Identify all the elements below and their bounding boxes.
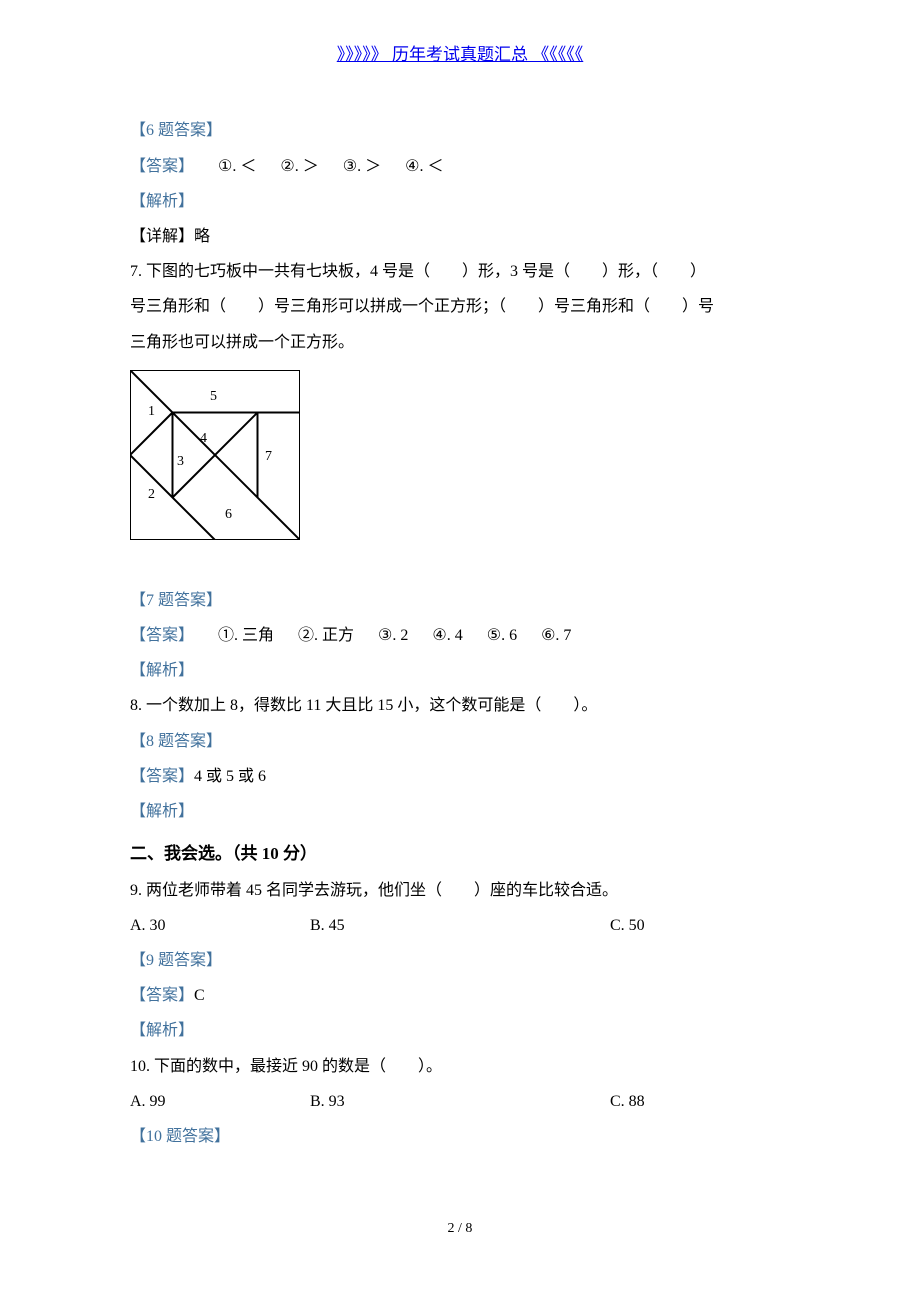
- q7-line3: 三角形也可以拼成一个正方形。: [130, 325, 790, 360]
- svg-text:7: 7: [265, 449, 272, 464]
- q7-answer-line: 【答案】 ①. 三角 ②. 正方 ③. 2 ④. 4 ⑤. 6 ⑥. 7: [130, 618, 790, 653]
- q7-ans-4: ④. 4: [432, 627, 462, 644]
- q9-option-a: A. 30: [130, 908, 310, 943]
- q9-answer-label: 【答案】: [130, 987, 194, 1004]
- q8-text: 8. 一个数加上 8，得数比 11 大且比 15 小，这个数可能是（ ）。: [130, 688, 790, 723]
- q7-ans-1: ①. 三角: [218, 627, 274, 644]
- q9-options: A. 30 B. 45 C. 50: [130, 908, 790, 943]
- q6-answer-header: 【6 题答案】: [130, 113, 790, 148]
- q6-analysis: 【解析】: [130, 184, 790, 219]
- svg-text:2: 2: [148, 487, 155, 502]
- q10-option-c: C. 88: [490, 1084, 790, 1119]
- q6-answer-line: 【答案】 ①. ＜ ②. ＞ ③. ＞ ④. ＜: [130, 149, 790, 184]
- q7-line2: 号三角形和（ ）号三角形可以拼成一个正方形；（ ）号三角形和（ ）号: [130, 289, 790, 324]
- svg-text:4: 4: [200, 431, 207, 446]
- q7-ans-5: ⑤. 6: [487, 627, 517, 644]
- tangram-svg: 1 5 4 3 2 7 6: [130, 370, 300, 540]
- q6-answer-label: 【答案】: [130, 158, 194, 175]
- header-link[interactable]: 》》》》》 历年考试真题汇总 《《《《《: [337, 45, 584, 64]
- svg-text:6: 6: [225, 507, 232, 522]
- q6-detail: 【详解】略: [130, 219, 790, 254]
- q6-ans-1: ①. ＜: [218, 158, 256, 175]
- q10-answer-header: 【10 题答案】: [130, 1119, 790, 1154]
- q7-ans-2: ②. 正方: [298, 627, 354, 644]
- section-2-title: 二、我会选。（共 10 分）: [130, 835, 790, 872]
- q10-option-a: A. 99: [130, 1084, 310, 1119]
- q9-option-b: B. 45: [310, 908, 490, 943]
- q9-ans-val: C: [194, 987, 205, 1004]
- q6-ans-3: ③. ＞: [343, 158, 381, 175]
- svg-text:1: 1: [148, 404, 155, 419]
- q8-analysis: 【解析】: [130, 794, 790, 829]
- q7-ans-6: ⑥. 7: [541, 627, 571, 644]
- q7-analysis: 【解析】: [130, 653, 790, 688]
- q7-line1: 7. 下图的七巧板中一共有七块板，4 号是（ ）形，3 号是（ ）形，（ ）: [130, 254, 790, 289]
- q9-answer-header: 【9 题答案】: [130, 943, 790, 978]
- q8-answer-line: 【答案】4 或 5 或 6: [130, 759, 790, 794]
- q10-option-b: B. 93: [310, 1084, 490, 1119]
- q7-answer-header: 【7 题答案】: [130, 583, 790, 618]
- q9-answer-line: 【答案】C: [130, 978, 790, 1013]
- q6-ans-4: ④. ＜: [405, 158, 443, 175]
- header-link-container: 》》》》》 历年考试真题汇总 《《《《《: [130, 36, 790, 73]
- q10-text: 10. 下面的数中，最接近 90 的数是（ ）。: [130, 1049, 790, 1084]
- q7-answer-label: 【答案】: [130, 627, 194, 644]
- q8-answer-label: 【答案】: [130, 768, 194, 785]
- svg-text:3: 3: [177, 454, 184, 469]
- q7-ans-3: ③. 2: [378, 627, 408, 644]
- q6-ans-2: ②. ＞: [280, 158, 318, 175]
- page-footer: 2 / 8: [130, 1214, 790, 1245]
- q9-text: 9. 两位老师带着 45 名同学去游玩，他们坐（ ）座的车比较合适。: [130, 873, 790, 908]
- q10-options: A. 99 B. 93 C. 88: [130, 1084, 790, 1119]
- svg-text:5: 5: [210, 389, 217, 404]
- q9-analysis: 【解析】: [130, 1013, 790, 1048]
- q8-ans-val: 4 或 5 或 6: [194, 768, 266, 785]
- q9-option-c: C. 50: [490, 908, 790, 943]
- q8-answer-header: 【8 题答案】: [130, 724, 790, 759]
- tangram-figure: 1 5 4 3 2 7 6: [130, 370, 790, 553]
